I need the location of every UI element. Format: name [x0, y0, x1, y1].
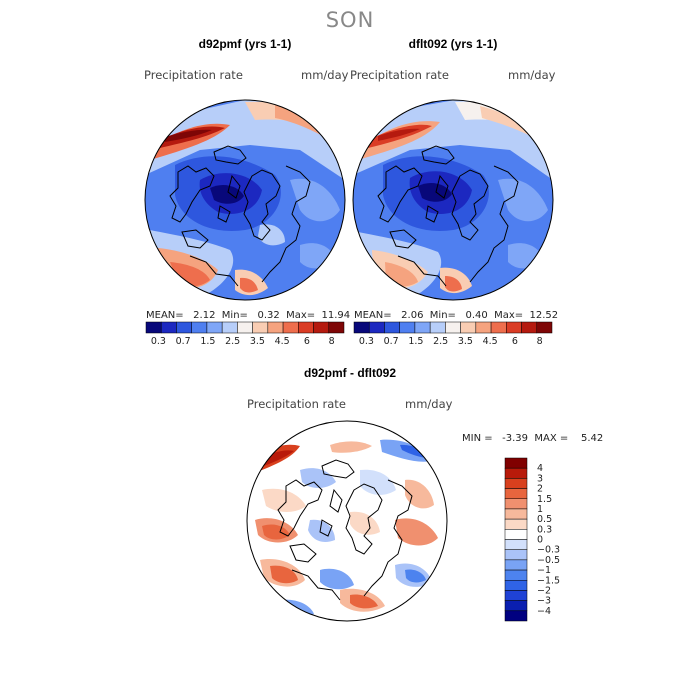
colorbar-tick-label: 1.5: [200, 336, 215, 347]
panel1-stats: MEAN= 2.12 Min= 0.32 Max= 11.94: [146, 310, 351, 321]
diff-units-label: mm/day: [405, 397, 453, 411]
colorbar-tick-label: 6: [304, 336, 310, 347]
colorbar-swatch: [221, 321, 238, 334]
colorbar-swatch: [504, 467, 528, 479]
colorbar-swatch: [353, 321, 370, 334]
polar-map-diff: [246, 420, 448, 622]
colorbar-swatch: [504, 498, 528, 510]
diff-variable-label: Precipitation rate: [247, 397, 346, 411]
colorbar-tick-label: 6: [512, 336, 518, 347]
colorbar-swatch: [328, 321, 345, 334]
colorbar-swatch: [504, 488, 528, 499]
colorbar-swatch: [504, 559, 528, 571]
colorbar-swatch: [145, 321, 162, 334]
colorbar-swatch: [237, 321, 253, 334]
colorbar-swatch: [504, 569, 528, 581]
colorbar-swatch: [504, 478, 528, 489]
colorbar-level-label: 4: [537, 463, 543, 474]
colorbar-swatch: [475, 321, 492, 334]
colorbar-swatch: [506, 321, 522, 334]
colorbar-swatch: [384, 321, 400, 334]
colorbar-level-label: 0: [537, 535, 543, 546]
colorbar-tick-label: 3.5: [458, 336, 473, 347]
colorbar-swatch: [504, 600, 528, 612]
colorbar-swatch: [414, 321, 431, 334]
colorbar-level-label: −2: [537, 585, 551, 596]
colorbar-level-label: 1.5: [537, 494, 552, 505]
polar-map-2: [352, 99, 554, 301]
panel2-stats: MEAN= 2.06 Min= 0.40 Max= 12.52: [354, 310, 559, 321]
colorbar-level-label: −1.5: [537, 575, 560, 586]
colorbar-swatch: [504, 580, 528, 591]
colorbar-swatch: [445, 321, 461, 334]
panel1-title: d92pmf (yrs 1-1): [198, 37, 292, 51]
colorbar-level-label: −1: [537, 565, 551, 576]
colorbar-swatch: [160, 321, 177, 334]
colorbar-swatch: [429, 321, 446, 334]
colorbar-swatch: [206, 321, 223, 334]
colorbar-level-label: −0.5: [537, 555, 560, 566]
colorbar-level-label: −4: [537, 606, 551, 617]
colorbar-tick-label: 0.7: [384, 336, 399, 347]
colorbar-level-label: 0.3: [537, 524, 552, 535]
colorbar-swatch: [504, 539, 528, 550]
colorbar-swatch: [504, 518, 528, 530]
colorbar-swatch: [490, 321, 507, 334]
colorbar-tick-label: 8: [329, 336, 335, 347]
colorbar-swatch: [504, 590, 528, 601]
colorbar-swatch: [176, 321, 192, 334]
colorbar-swatch: [460, 321, 477, 334]
colorbar-tick-label: 3.5: [250, 336, 265, 347]
season-title: SON: [325, 8, 375, 32]
panel2-title: dflt092 (yrs 1-1): [408, 37, 498, 51]
colorbar-level-label: 3: [537, 473, 543, 484]
colorbar-tick-label: 1.5: [408, 336, 423, 347]
colorbar-tick-label: 8: [537, 336, 543, 347]
panel1-units-label: mm/day: [301, 68, 349, 82]
colorbar-swatch: [504, 529, 528, 540]
colorbar-level-label: 2: [537, 484, 543, 495]
colorbar-swatch: [252, 321, 269, 334]
colorbar-swatch: [521, 321, 538, 334]
colorbar-swatch: [368, 321, 385, 334]
panel1-variable-label: Precipitation rate: [144, 68, 243, 82]
colorbar-level-label: −0.3: [537, 545, 560, 556]
colorbar-swatch: [399, 321, 416, 334]
colorbar-swatch: [504, 508, 528, 520]
colorbar-level-label: 1: [537, 504, 543, 515]
colorbar-tick-label: 2.5: [433, 336, 448, 347]
colorbar-swatch: [313, 321, 330, 334]
colorbar-swatch: [282, 321, 299, 334]
colorbar-tick-label: 0.3: [151, 336, 166, 347]
colorbar-tick-label: 2.5: [225, 336, 240, 347]
colorbar-tick-label: 0.7: [176, 336, 191, 347]
colorbar-level-label: 0.5: [537, 514, 552, 525]
colorbar-swatch: [536, 321, 553, 334]
colorbar-swatch: [504, 610, 528, 622]
colorbar-swatch: [191, 321, 208, 334]
diff-stats: MIN = -3.39 MAX = 5.42: [462, 433, 604, 444]
panel2-units-label: mm/day: [508, 68, 556, 82]
colorbar-swatch: [267, 321, 284, 334]
colorbar-swatch: [504, 457, 528, 469]
colorbar-swatch: [504, 549, 528, 561]
colorbar-panel1: 0.3 0.7 1.5 2.5 3.5 4.5 6 8: [145, 321, 345, 347]
colorbar-tick-label: 4.5: [483, 336, 498, 347]
polar-map-1: [144, 99, 346, 301]
colorbar-panel2: 0.3 0.7 1.5 2.5 3.5 4.5 6 8: [353, 321, 553, 347]
panel2-variable-label: Precipitation rate: [350, 68, 449, 82]
colorbar-tick-label: 0.3: [359, 336, 374, 347]
colorbar-level-label: −3: [537, 596, 551, 607]
colorbar-swatch: [298, 321, 314, 334]
colorbar-tick-label: 4.5: [275, 336, 290, 347]
diff-title: d92pmf - dflt092: [303, 366, 396, 380]
